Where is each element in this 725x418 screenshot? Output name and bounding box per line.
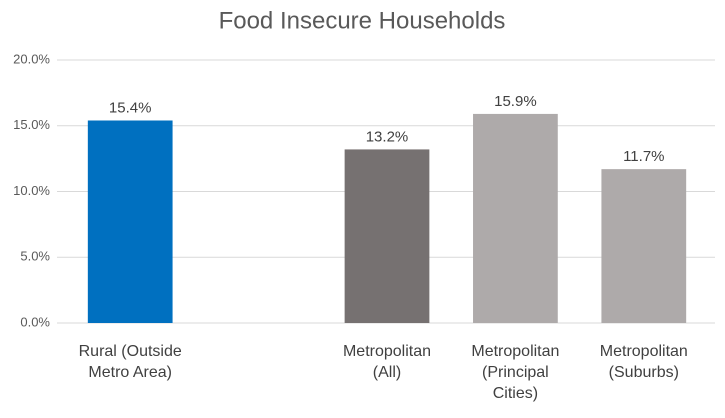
- bar: [473, 113, 558, 323]
- chart-title: Food Insecure Households: [219, 7, 506, 34]
- data-label: 15.9%: [494, 93, 537, 110]
- y-tick-label: 5.0%: [20, 249, 50, 264]
- y-tick-label: 10.0%: [13, 183, 50, 198]
- x-tick-label: Rural (Outside Metro Area): [79, 343, 182, 381]
- bar: [601, 169, 687, 323]
- bar: [87, 120, 173, 324]
- y-tick-label: 15.0%: [13, 117, 50, 132]
- y-tick-label: 0.0%: [20, 314, 50, 329]
- data-label: 11.7%: [623, 148, 664, 165]
- x-tick-label: Metropolitan (All): [343, 343, 431, 381]
- x-tick-label: Metropolitan (Principal Cities): [471, 343, 559, 402]
- y-tick-label: 20.0%: [13, 51, 50, 66]
- x-tick-label: Metropolitan (Suburbs): [600, 343, 688, 381]
- bar: [344, 149, 430, 323]
- data-label: 13.2%: [366, 128, 409, 145]
- data-label: 15.4%: [109, 99, 152, 116]
